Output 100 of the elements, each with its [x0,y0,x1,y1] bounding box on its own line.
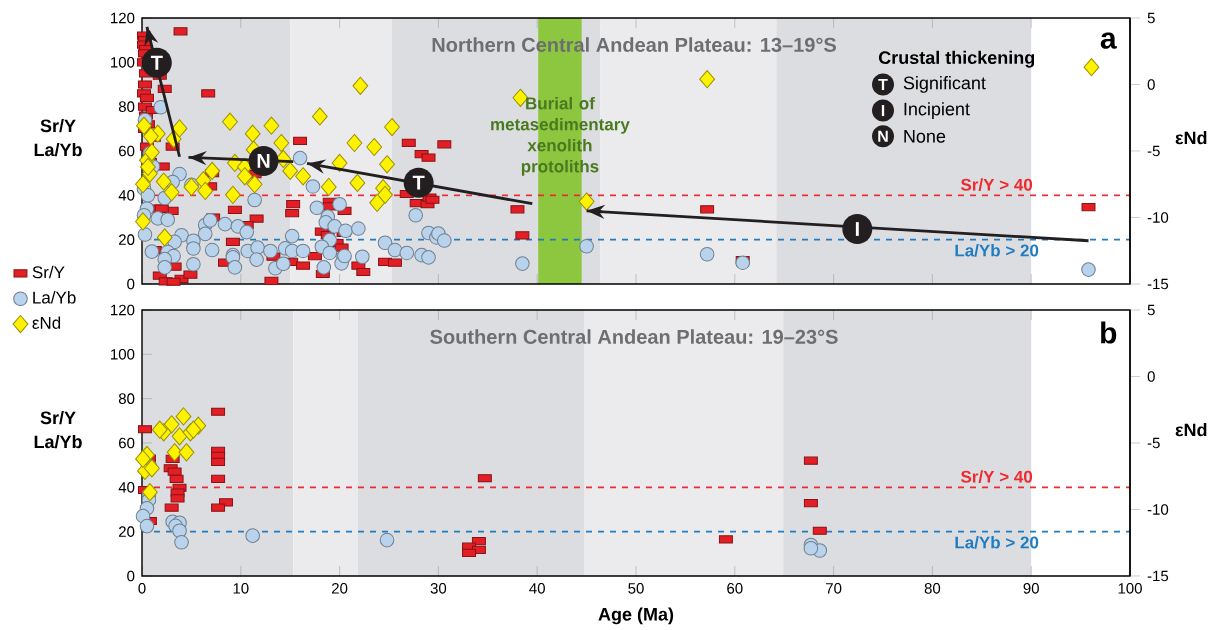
point [143,459,160,478]
point [311,107,328,126]
x-tick-label: 100 [1118,583,1142,594]
point [379,532,395,548]
ref-line-label: Sr/Y > 40 [960,178,1033,191]
y-tick-label: 100 [111,57,135,68]
y-tick-label: 60 [119,437,135,449]
y2-tick-label: -10 [1147,212,1169,223]
y-axis-title: Sr/Y La/Yb [34,118,82,157]
annotation: a [1100,32,1117,49]
ref-line-label: La/Yb > 20 [955,536,1039,549]
x-tick-label: 60 [727,583,743,594]
point [263,116,280,135]
y2-tick-label: 5 [1147,304,1155,316]
point [156,228,173,247]
point [349,173,366,193]
point [245,528,260,543]
annotation: Significant [903,76,986,93]
x-tick-label: 40 [529,583,545,594]
point [366,137,383,157]
point [369,193,386,212]
x-tick-label: 80 [924,583,941,594]
point [142,127,159,146]
point [273,133,290,153]
annotation: Incipient [904,102,970,119]
annotation: T [150,55,163,70]
y-tick-label: 20 [119,526,135,537]
text: Southern Central Andean Plateau: 19–23°S [430,329,838,344]
point [236,167,253,186]
y2-axis-title: εNd [1175,131,1207,145]
y-tick-label: 0 [127,570,135,582]
legend-label: Sr/Y [32,265,65,279]
y-tick-label: 120 [111,12,135,24]
point [377,185,393,204]
point [578,192,595,211]
point [699,70,716,89]
y2-tick-label: -15 [1147,278,1169,290]
annotation: N [257,154,270,168]
point [346,133,363,153]
point [174,534,189,550]
x-tick-label: 90 [1023,583,1039,594]
point [320,177,337,196]
point [244,124,261,143]
y2-axis-title: εNd [1175,423,1207,437]
annotation: N [878,130,888,142]
point [352,76,369,95]
annotation: None [904,130,946,143]
x-tick-label: 0 [138,583,146,594]
y2-tick-label: -15 [1147,570,1169,582]
y-tick-label: 100 [111,349,135,360]
x-tick-label: 50 [628,583,644,594]
y2-tick-label: -10 [1147,504,1169,515]
y-tick-label: 80 [118,101,135,112]
point [135,175,151,194]
x-tick-label: 70 [826,583,842,594]
x-tick-label: 30 [430,583,447,594]
y2-tick-label: 0 [1147,371,1155,382]
point [384,117,400,137]
annotation: b [1101,321,1117,344]
point [151,420,168,439]
annotation: T [878,78,888,90]
annotation: I [881,105,885,117]
y-tick-label: 40 [118,482,135,493]
y-tick-label: 40 [118,190,135,201]
annotation: T [412,175,425,190]
point [175,407,192,426]
annotation: Crustal thickening [878,50,1035,68]
y2-tick-label: 5 [1147,12,1155,24]
point [282,161,299,181]
ref-line-label: La/Yb > 20 [955,244,1039,257]
point [379,155,395,174]
point [163,415,180,434]
point [140,157,156,177]
point [1083,58,1100,77]
point [141,483,158,502]
point [222,112,238,131]
y2-tick-label: 0 [1147,79,1155,90]
y-tick-label: 120 [111,304,135,316]
point [171,119,188,138]
y2-tick-label: -5 [1147,145,1160,157]
y2-tick-label: -5 [1147,437,1160,449]
point [204,161,221,181]
legend-label: La/Yb [33,291,76,304]
point [135,449,151,469]
y-tick-label: 60 [119,145,135,157]
ref-line-label: Sr/Y > 40 [960,470,1033,483]
y-tick-label: 80 [118,393,135,404]
point [246,175,263,194]
point [224,185,241,204]
y-tick-label: 20 [119,234,135,245]
point [295,167,311,186]
y-axis-title: Sr/Y La/Yb [34,410,82,449]
x-axis-title: Age (Ma) [598,607,674,625]
annotation: I [855,222,859,236]
point [166,443,183,462]
point [178,443,195,462]
point [139,518,155,534]
x-tick-label: 10 [233,583,249,594]
y-tick-label: 0 [127,278,135,290]
x-tick-label: 20 [332,583,348,594]
